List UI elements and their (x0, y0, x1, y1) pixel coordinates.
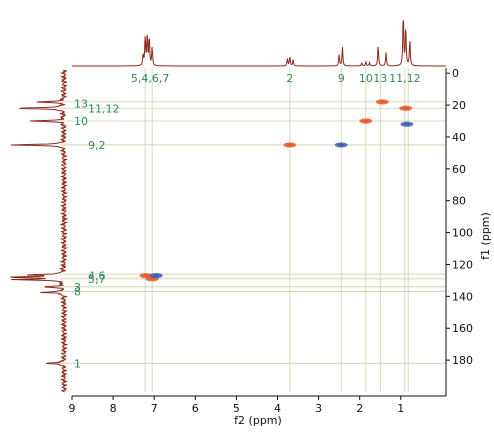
y-tick-label: 120 (452, 258, 473, 271)
cross-peak-core (402, 106, 409, 110)
y-tick-label: 100 (452, 227, 473, 240)
cross-peak-core (286, 143, 294, 147)
cross-peak-core (153, 274, 160, 277)
top-peak-label: 2 (286, 72, 293, 85)
x-tick-label: 1 (397, 402, 404, 415)
left-peak-label: 4,6 (88, 270, 106, 283)
f1-projection-trace (10, 69, 69, 393)
f2-projection-trace (72, 20, 446, 67)
x-tick-label: 9 (69, 402, 76, 415)
cross-peak (375, 99, 389, 105)
cross-peak-core (148, 277, 156, 281)
x-tick-label: 5 (233, 402, 240, 415)
x-tick-label: 4 (274, 402, 281, 415)
cross-peak (149, 273, 163, 279)
y-tick-label: 160 (452, 322, 473, 335)
left-peak-label: 9,2 (88, 139, 106, 152)
f1-projection (10, 69, 69, 393)
f2-projection (72, 20, 446, 67)
cross-peaks (139, 99, 414, 282)
x-tick-label: 8 (110, 402, 117, 415)
y-tick-label: 180 (452, 354, 473, 367)
left-peak-label: 10 (74, 115, 88, 128)
left-peak-label: 13 (74, 97, 88, 110)
cross-peak-core (362, 119, 370, 123)
left-peak-label: 8 (74, 286, 81, 299)
left-peak-label: 5,7 (88, 273, 106, 286)
top-peak-label: 13 (373, 72, 387, 85)
cross-peak-core (379, 100, 386, 104)
cross-peak (283, 142, 297, 148)
cross-peak (334, 142, 348, 148)
top-peak-label: 9 (338, 72, 345, 85)
y-tick-label: 0 (452, 67, 459, 80)
left-peak-label: 11,12 (88, 102, 120, 115)
cross-peak (359, 118, 373, 124)
x-tick-label: 7 (151, 402, 158, 415)
x-tick-label: 6 (192, 402, 199, 415)
top-peak-label: 10 (359, 72, 373, 85)
y-tick-label: 80 (452, 195, 466, 208)
x-tick-label: 3 (315, 402, 322, 415)
cross-peak-core (142, 274, 150, 277)
x-tick-label: 2 (356, 402, 363, 415)
top-peak-label: 5,4,6,7 (131, 72, 169, 85)
guide-lines (60, 68, 446, 392)
cross-peak (400, 121, 414, 127)
y-tick-label: 20 (452, 99, 466, 112)
y-tick-label: 140 (452, 290, 473, 303)
cross-peak-core (403, 122, 411, 126)
cross-peak (399, 105, 413, 111)
y-axis-title: f1 (ppm) (479, 212, 492, 260)
y-tick-label: 60 (452, 163, 466, 176)
x-axis-title: f2 (ppm) (234, 414, 282, 427)
left-peak-label: 1 (74, 357, 81, 370)
cross-peak-core (337, 143, 345, 147)
top-peak-label: 11,12 (389, 72, 421, 85)
y-tick-label: 40 (452, 131, 466, 144)
left-peak-label: 3 (74, 281, 81, 294)
